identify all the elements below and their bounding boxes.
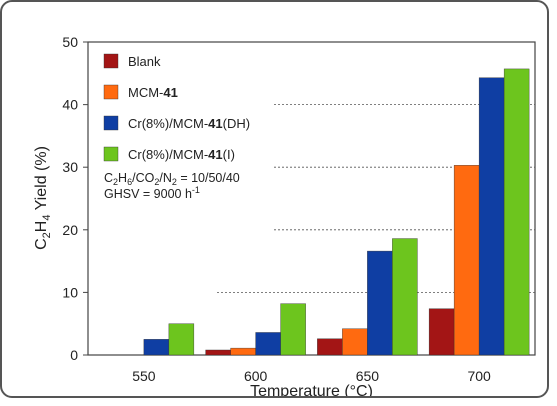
chart-frame: 0 10 20 30 40 50 550 600 650 700 Temperature (°C… bbox=[0, 0, 549, 398]
x-tick-label: 600 bbox=[244, 368, 268, 384]
bar-cr-8-mcm-41-dh--600 bbox=[255, 332, 281, 356]
bar-cr-8-mcm-41-i--550 bbox=[168, 323, 195, 356]
legend-label: Cr(8%)/MCM-41(I) bbox=[128, 147, 235, 162]
legend-label: Blank bbox=[128, 54, 161, 69]
plot-area bbox=[87, 41, 536, 356]
y-tick-label: 50 bbox=[62, 34, 78, 50]
legend-swatch bbox=[103, 53, 119, 69]
bar-cr-8-mcm-41-i--600 bbox=[280, 303, 306, 356]
bar-cr-8-mcm-41-dh--650 bbox=[367, 250, 393, 356]
bars bbox=[143, 68, 530, 356]
bar-chart: 0 10 20 30 40 50 550 600 650 700 Temperature (°C… bbox=[33, 34, 536, 398]
bar-blank-650 bbox=[317, 338, 343, 356]
legend-swatch bbox=[103, 146, 119, 162]
svg-text:C2H4 Yield (%): C2H4 Yield (%) bbox=[33, 146, 53, 250]
x-axis-ticks: 550 600 650 700 bbox=[132, 368, 491, 384]
y-tick-label: 20 bbox=[62, 222, 78, 238]
ghsv-note: GHSV = 9000 h-1 bbox=[104, 185, 200, 201]
y-axis-title: C2H4 Yield (%) bbox=[33, 146, 53, 250]
bar-blank-700 bbox=[428, 308, 455, 356]
x-tick-label: 650 bbox=[356, 368, 380, 384]
bar-mcm-41-600 bbox=[230, 347, 256, 356]
bar-cr-8-mcm-41-i--700 bbox=[503, 68, 530, 356]
bar-cr-8-mcm-41-dh--700 bbox=[478, 77, 505, 356]
legend-label: Cr(8%)/MCM-41(DH) bbox=[128, 116, 250, 131]
bar-blank-600 bbox=[205, 349, 231, 356]
bar-cr-8-mcm-41-i--650 bbox=[392, 238, 418, 356]
y-axis-ticks: 0 10 20 30 40 50 bbox=[62, 34, 88, 363]
feed-ratio-note: C2H6/CO2/N2 = 10/50/40 bbox=[104, 171, 240, 187]
y-tick-label: 30 bbox=[62, 159, 78, 175]
x-axis-title: Temperature (°C) bbox=[250, 383, 373, 398]
x-tick-label: 550 bbox=[132, 368, 156, 384]
bar-cr-8-mcm-41-dh--550 bbox=[143, 339, 170, 356]
bar-mcm-41-700 bbox=[453, 165, 480, 356]
legend: Blank MCM-41 Cr(8%)/MCM-41(DH) Cr(8%)/MCM-4… bbox=[103, 53, 250, 162]
y-tick-label: 10 bbox=[62, 284, 78, 300]
legend-label: MCM-41 bbox=[128, 85, 178, 100]
legend-swatch bbox=[103, 115, 119, 131]
conditions-annotation: C2H6/CO2/N2 = 10/50/40 GHSV = 9000 h-1 bbox=[104, 171, 240, 201]
legend-swatch bbox=[103, 84, 119, 100]
x-tick-label: 700 bbox=[467, 368, 491, 384]
y-tick-label: 40 bbox=[62, 97, 78, 113]
bar-mcm-41-650 bbox=[342, 328, 368, 356]
y-tick-label: 0 bbox=[70, 347, 78, 363]
